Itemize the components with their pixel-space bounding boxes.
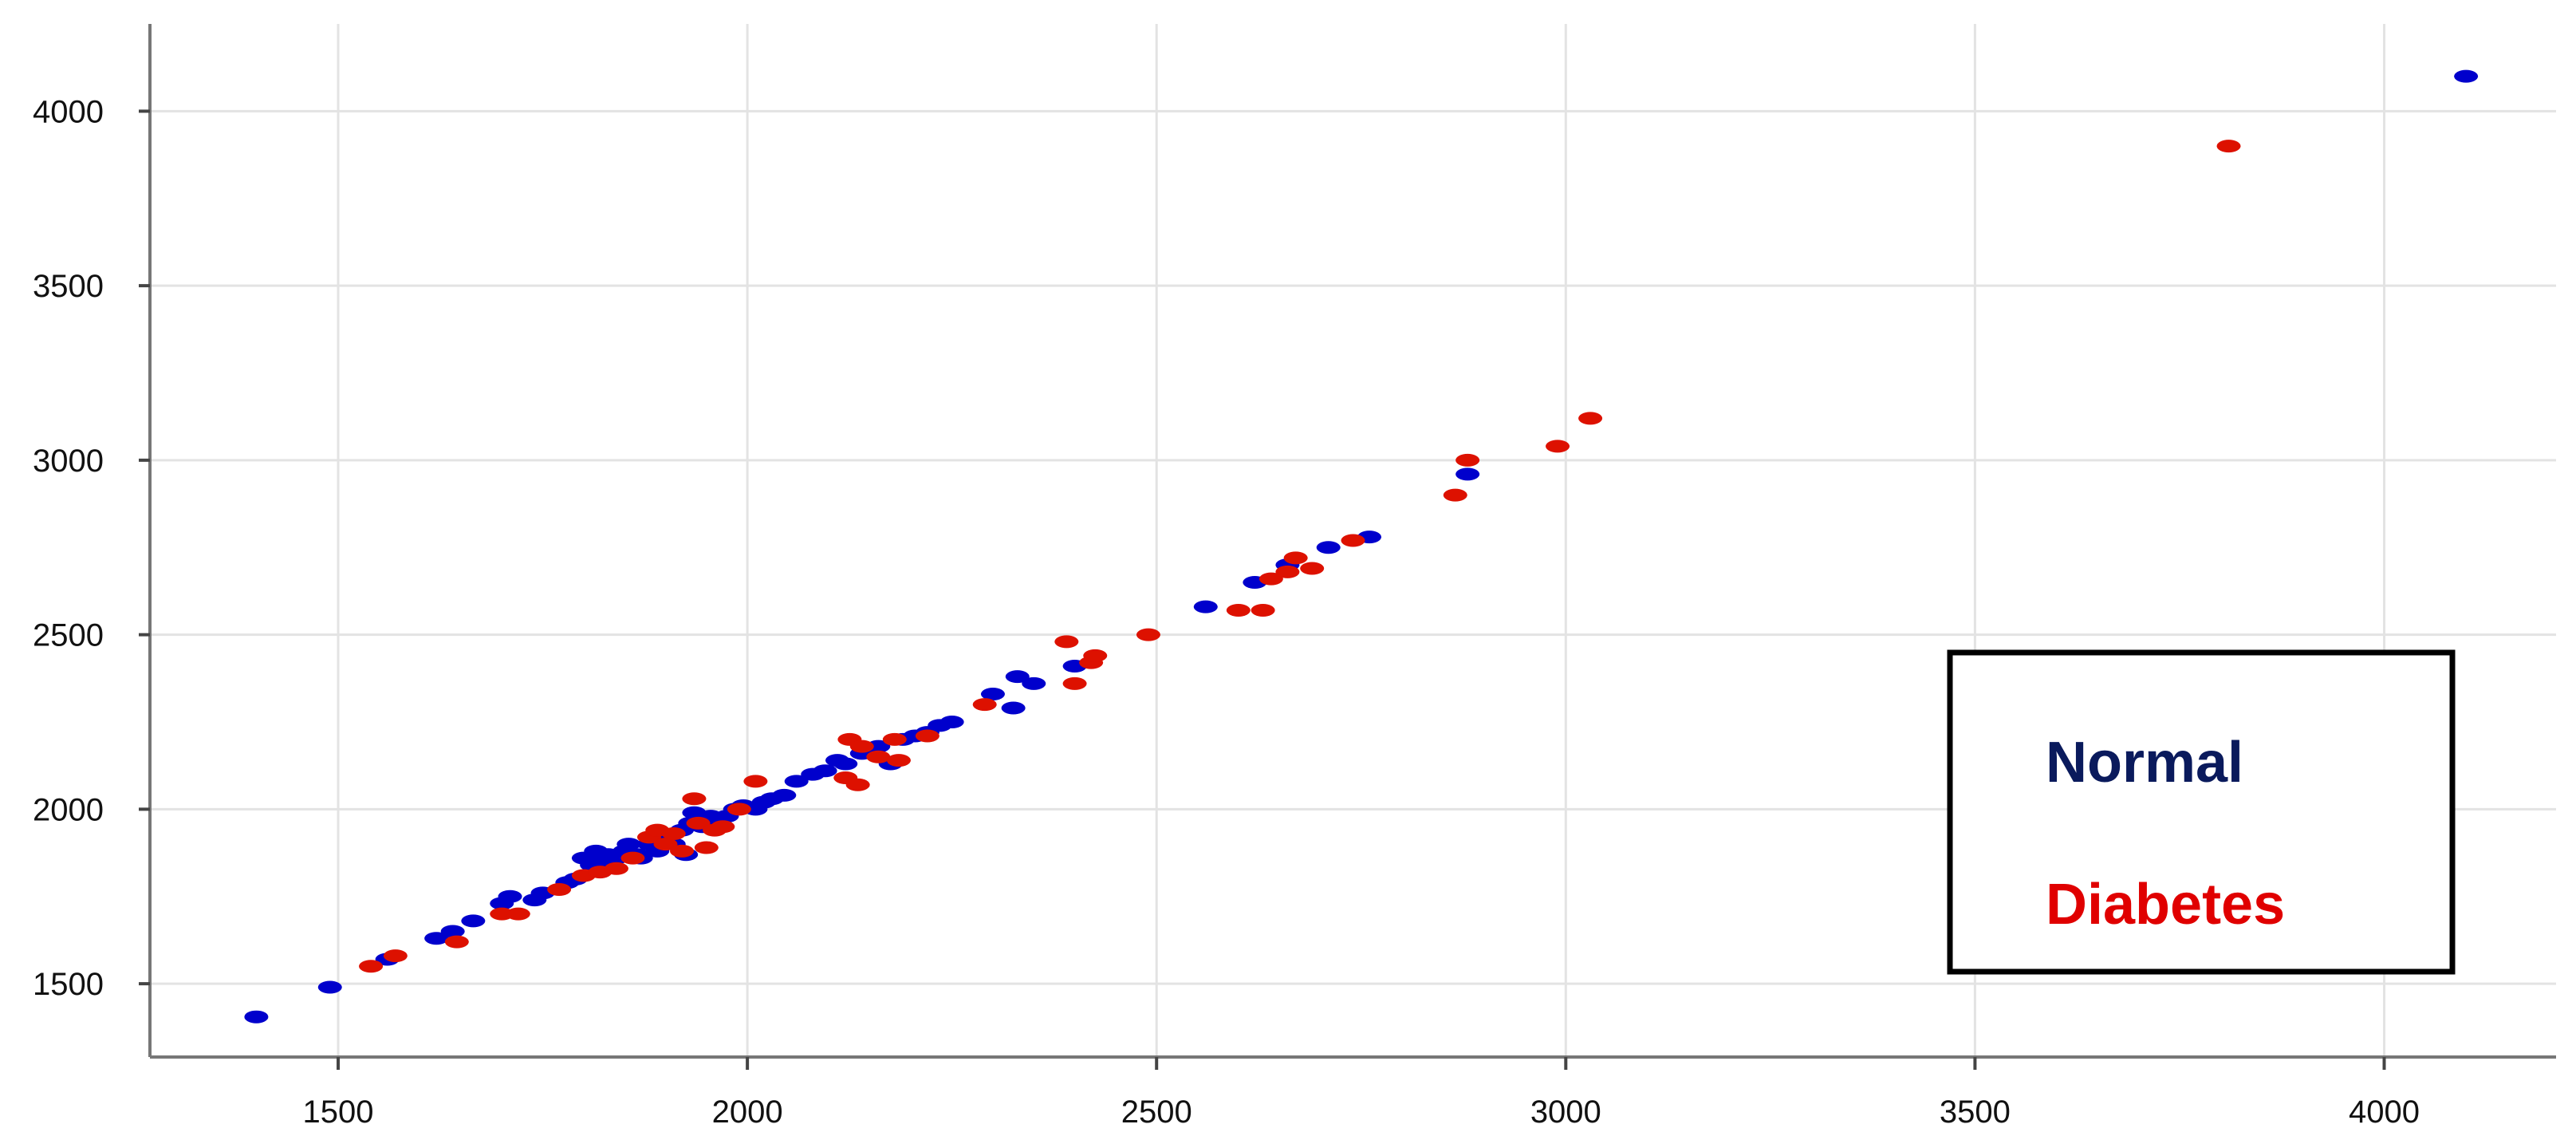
data-point-diabetes — [743, 775, 768, 788]
data-point-diabetes — [547, 883, 572, 896]
data-point-diabetes — [682, 792, 707, 806]
x-tick-label: 3000 — [1530, 1095, 1601, 1130]
data-point-diabetes — [1300, 562, 1325, 575]
legend-label-diabetes: Diabetes — [2046, 873, 2285, 937]
data-point-normal — [772, 788, 797, 802]
data-point-diabetes — [1054, 635, 1079, 649]
axes — [139, 24, 2556, 1070]
data-point-diabetes — [1136, 628, 1160, 641]
data-point-normal — [461, 914, 486, 928]
data-point-diabetes — [506, 907, 530, 921]
legend-box — [1947, 649, 2456, 975]
data-point-diabetes — [359, 960, 384, 973]
x-tick-label: 1500 — [303, 1095, 374, 1130]
data-point-diabetes — [620, 851, 645, 865]
data-point-diabetes — [1083, 649, 1108, 662]
data-point-diabetes — [1455, 453, 1480, 467]
y-tick-label: 2000 — [33, 792, 104, 827]
x-tick-label: 4000 — [2349, 1095, 2420, 1130]
data-point-normal — [244, 1010, 269, 1024]
data-point-diabetes — [694, 841, 719, 854]
data-point-normal — [440, 925, 465, 938]
data-point-normal — [616, 838, 641, 851]
y-tick-label: 3000 — [33, 444, 104, 479]
data-point-diabetes — [882, 732, 907, 746]
data-point-diabetes — [1258, 572, 1283, 586]
data-point-normal — [813, 764, 837, 778]
data-point-diabetes — [1283, 551, 1308, 565]
data-point-normal — [2454, 69, 2479, 83]
data-point-diabetes — [972, 698, 997, 712]
data-point-normal — [498, 889, 522, 903]
data-point-diabetes — [1226, 604, 1251, 617]
y-tick-label: 3500 — [33, 269, 104, 304]
data-point-diabetes — [727, 803, 751, 816]
data-points — [244, 69, 2479, 1024]
data-point-diabetes — [1443, 488, 1467, 502]
data-point-diabetes — [686, 816, 711, 830]
x-tick-label: 3500 — [1940, 1095, 2011, 1130]
data-point-diabetes — [711, 820, 735, 834]
data-point-diabetes — [849, 740, 874, 753]
tick-labels: 1500 2000 2500 3000 3500 4000 1500 2000 2500 3000… — [33, 94, 2420, 1130]
data-point-normal — [866, 740, 891, 753]
data-point-diabetes — [670, 844, 695, 858]
data-point-diabetes — [845, 778, 870, 791]
data-point-normal — [939, 716, 964, 728]
data-point-normal — [1455, 467, 1480, 481]
data-point-normal — [317, 980, 342, 994]
data-point-normal — [1193, 600, 1218, 613]
data-point-normal — [1001, 701, 1026, 715]
y-tick-label: 4000 — [33, 94, 104, 129]
y-tick-label: 2500 — [33, 618, 104, 653]
data-point-normal — [980, 688, 1005, 700]
y-tick-label: 1500 — [33, 967, 104, 1002]
data-point-diabetes — [383, 949, 408, 963]
data-point-diabetes — [915, 729, 939, 743]
data-point-normal — [833, 757, 858, 771]
data-point-diabetes — [444, 935, 469, 949]
data-point-diabetes — [490, 907, 514, 921]
data-point-normal — [424, 932, 449, 945]
x-tick-label: 2500 — [1121, 1095, 1192, 1130]
data-point-diabetes — [1341, 534, 1365, 547]
data-point-normal — [1316, 541, 1341, 554]
data-point-diabetes — [1578, 412, 1603, 425]
data-point-diabetes — [653, 838, 678, 851]
legend: Normal Diabetes — [1947, 649, 2456, 975]
x-tick-label: 2000 — [712, 1095, 783, 1130]
data-point-normal — [1005, 670, 1030, 684]
data-point-diabetes — [661, 827, 686, 840]
data-point-normal — [784, 775, 809, 788]
data-point-diabetes — [2216, 140, 2241, 153]
data-point-diabetes — [1546, 440, 1570, 453]
data-point-diabetes — [1251, 604, 1275, 617]
data-point-diabetes — [866, 750, 891, 763]
legend-label-normal: Normal — [2046, 731, 2243, 795]
data-point-diabetes — [1062, 676, 1087, 690]
data-point-diabetes — [886, 754, 911, 767]
data-point-diabetes — [604, 862, 628, 875]
data-point-diabetes — [1275, 565, 1300, 578]
grid — [150, 24, 2556, 1057]
data-point-normal — [1022, 676, 1046, 690]
